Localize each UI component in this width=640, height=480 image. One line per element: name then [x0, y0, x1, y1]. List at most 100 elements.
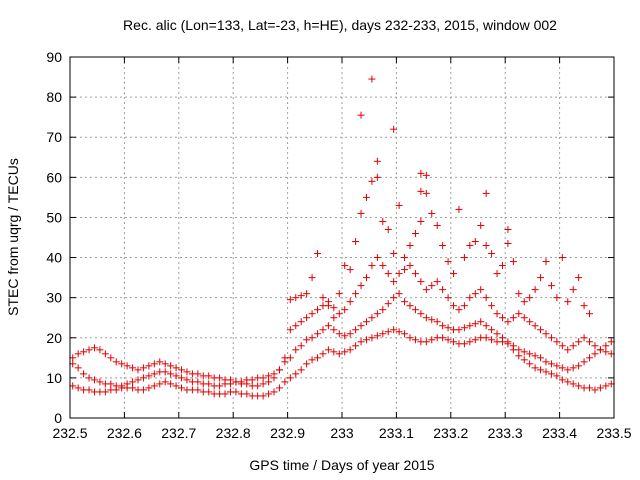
data-point [564, 298, 572, 306]
data-point [558, 254, 566, 262]
data-point [308, 310, 316, 318]
data-point [167, 370, 175, 378]
data-point [303, 336, 311, 344]
data-point [564, 346, 572, 354]
y-tick-label: 60 [46, 169, 62, 185]
data-point [488, 336, 496, 344]
data-point [471, 238, 479, 246]
data-point [526, 294, 534, 302]
y-tick-label: 80 [46, 89, 62, 105]
data-point [558, 376, 566, 384]
data-point [411, 229, 419, 237]
data-point [395, 270, 403, 278]
data-point [411, 306, 419, 314]
data-point [466, 242, 474, 250]
data-point [439, 334, 447, 342]
data-point [352, 238, 360, 246]
data-point [341, 348, 349, 356]
data-point [303, 360, 311, 368]
data-point [531, 364, 539, 372]
data-point [471, 336, 479, 344]
data-point [172, 364, 180, 372]
data-point [537, 366, 545, 374]
data-point [460, 324, 468, 332]
data-point [346, 266, 354, 274]
data-point [466, 322, 474, 330]
data-point [368, 334, 376, 342]
data-point [281, 354, 289, 362]
data-point [547, 282, 555, 290]
data-point [401, 298, 409, 306]
data-point [90, 344, 98, 352]
y-tick-label: 90 [46, 49, 62, 65]
data-point [205, 388, 213, 396]
data-point [145, 384, 153, 392]
y-tick-label: 10 [46, 370, 62, 386]
data-point [335, 330, 343, 338]
x-tick-label: 232.7 [161, 425, 196, 441]
data-point [167, 380, 175, 388]
data-point [417, 278, 425, 286]
data-point [482, 334, 490, 342]
data-point [575, 274, 583, 282]
data-point [488, 250, 496, 258]
data-point [183, 368, 191, 376]
data-point [319, 350, 327, 358]
data-point [373, 310, 381, 318]
data-point [194, 370, 202, 378]
data-point [346, 298, 354, 306]
data-point [292, 346, 300, 354]
data-point [129, 378, 137, 386]
y-tick-label: 40 [46, 250, 62, 266]
data-point [308, 274, 316, 282]
data-point [520, 348, 528, 356]
data-point [580, 334, 588, 342]
data-point [379, 217, 387, 225]
data-point [286, 296, 294, 304]
data-point [275, 384, 283, 392]
data-point [194, 378, 202, 386]
data-point [406, 262, 414, 270]
data-point [553, 362, 561, 370]
data-point [226, 376, 234, 384]
data-point [493, 330, 501, 338]
data-point [493, 310, 501, 318]
data-point [537, 354, 545, 362]
x-tick-label: 233.4 [542, 425, 577, 441]
data-point [314, 330, 322, 338]
data-point [455, 326, 463, 334]
data-point [482, 189, 490, 197]
data-point [330, 348, 338, 356]
data-point [243, 390, 251, 398]
data-point [308, 356, 316, 364]
data-point [417, 187, 425, 195]
data-point [373, 157, 381, 165]
data-point [297, 318, 305, 326]
data-point [373, 254, 381, 262]
data-point [352, 290, 360, 298]
data-point [324, 346, 332, 354]
data-point [406, 242, 414, 250]
data-point [482, 242, 490, 250]
data-point [537, 326, 545, 334]
data-point [395, 328, 403, 336]
data-point [183, 376, 191, 384]
data-point [504, 340, 512, 348]
data-point [314, 354, 322, 362]
data-point [422, 286, 430, 294]
data-point [346, 330, 354, 338]
data-point [564, 366, 572, 374]
data-point [602, 348, 610, 356]
data-point [275, 366, 283, 374]
data-point [362, 193, 370, 201]
data-point [379, 330, 387, 338]
data-point [205, 380, 213, 388]
data-point [477, 221, 485, 229]
data-point [542, 368, 550, 376]
data-point [591, 350, 599, 358]
data-point [390, 125, 398, 133]
data-point [488, 302, 496, 310]
data-point [74, 364, 82, 372]
data-point [558, 342, 566, 350]
